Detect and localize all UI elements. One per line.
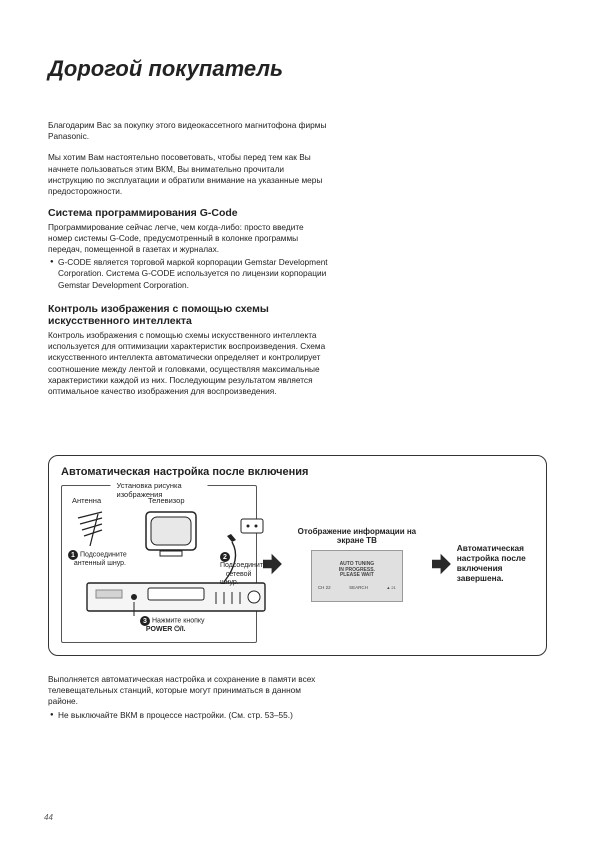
below-diagram-text: Выполняется автоматическая настройка и с… — [48, 674, 328, 721]
below-para: Выполняется автоматическая настройка и с… — [48, 674, 328, 708]
step3-text1: Нажмите кнопку — [152, 618, 205, 625]
ai-body: Контроль изображения с помощью схемы иск… — [48, 330, 328, 397]
tv-screen-column: Отображение информации на экране ТВ AUTO… — [288, 527, 426, 602]
step1-text1: Подсоедините — [80, 552, 127, 559]
tv-screen-main-text: AUTO TUNINGIN PROGRESS.PLEASE WAIT — [339, 562, 375, 579]
diagram-title: Автоматическая настройка после включения — [61, 466, 534, 479]
diagram-content: Установка рисунка изображения Антенна Те… — [61, 485, 534, 643]
tv-screen-ch: CH 22 — [318, 585, 331, 590]
intro-para-1: Благодарим Вас за покупку этого видеокас… — [48, 120, 328, 142]
gcode-heading: Система программирования G-Code — [48, 207, 328, 220]
antenna-label: Антенна — [72, 496, 101, 505]
below-bullet: Не выключайте ВКМ в процессе настройки. … — [48, 710, 328, 721]
step2-number-icon: 2 — [220, 552, 230, 562]
antenna-icon — [70, 508, 110, 548]
ai-heading: Контроль изображения с помощью схемы иск… — [48, 303, 328, 328]
tv-label: Телевизор — [148, 496, 185, 505]
step3-number-icon: 3 — [140, 616, 150, 626]
page-title: Дорогой покупатель — [48, 56, 547, 82]
main-text-column: Благодарим Вас за покупку этого видеокас… — [48, 120, 328, 397]
tv-screen-footer: CH 22 SEARCH ▲ 21 — [318, 585, 396, 590]
tv-screen: AUTO TUNINGIN PROGRESS.PLEASE WAIT CH 22… — [311, 550, 403, 602]
gcode-body: Программирование сейчас легче, чем когда… — [48, 222, 328, 256]
step1-text2: антенный шнур. — [74, 560, 126, 567]
setup-panel: Установка рисунка изображения Антенна Те… — [61, 485, 257, 643]
step2-callout: 2 Подсоедините сетевой шнур. — [220, 552, 267, 587]
step1-number-icon: 1 — [68, 550, 78, 560]
step1-callout: 1 Подсоедините антенный шнур. — [68, 550, 127, 568]
gcode-bullet: G-CODE является торговой маркой корпорац… — [48, 257, 328, 291]
wall-outlet-icon — [240, 518, 264, 534]
complete-text: Автоматическая настройка после включения… — [457, 544, 534, 584]
page-number: 44 — [44, 813, 53, 822]
diagram-box: Автоматическая настройка после включения… — [48, 455, 547, 656]
tv-screen-caption: Отображение информации на экране ТВ — [288, 527, 426, 546]
step3-callout: 3 Нажмите кнопку POWER ⏻/I. — [140, 616, 205, 634]
tv-screen-search: SEARCH — [349, 585, 368, 590]
intro-para-2: Мы хотим Вам настоятельно посоветовать, … — [48, 152, 328, 197]
step2-text2: сетевой шнур. — [220, 571, 251, 586]
step3-text2: POWER ⏻/I. — [146, 626, 186, 633]
tv-icon — [142, 508, 200, 558]
arrow-right-icon — [432, 552, 451, 576]
step2-text1: Подсоедините — [220, 562, 267, 569]
